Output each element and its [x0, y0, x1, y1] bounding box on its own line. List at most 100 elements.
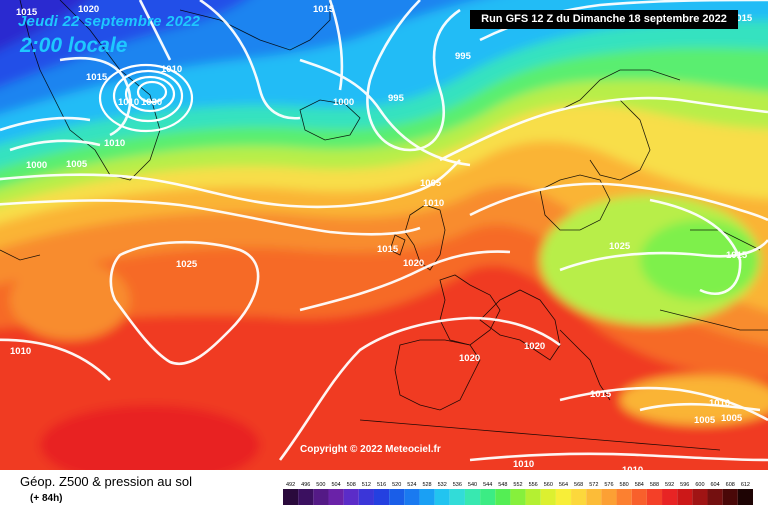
- scale-swatch: [646, 489, 663, 505]
- scale-swatch: [343, 489, 359, 505]
- isobar-label: 1020: [78, 4, 99, 15]
- scale-value-label: 572: [589, 482, 598, 488]
- isobar-label: 1000: [333, 97, 354, 108]
- scale-value-label: 504: [331, 482, 340, 488]
- scale-swatch: [313, 489, 329, 505]
- isobar-label: 1005: [420, 178, 442, 189]
- isobar-label: 1010: [622, 465, 643, 470]
- scale-value-label: 496: [301, 482, 310, 488]
- scale-value-label: 564: [559, 482, 568, 488]
- field-title: Géop. Z500 & pression au sol: [20, 474, 192, 489]
- isobar-label: 1010: [513, 459, 534, 470]
- scale-swatch: [495, 489, 511, 505]
- isobar-label: 1010: [709, 398, 730, 409]
- scale-swatch: [525, 489, 541, 505]
- isobar-label: 1015: [726, 250, 748, 261]
- scale-value-label: 608: [726, 482, 735, 488]
- scale-swatch: [707, 489, 723, 505]
- scale-swatch: [404, 489, 420, 505]
- scale-value-label: 544: [483, 482, 492, 488]
- isobar-label: 1025: [609, 241, 631, 252]
- scale-value-label: 580: [620, 482, 629, 488]
- scale-swatch: [631, 489, 647, 505]
- isobar-label: 995: [455, 51, 472, 62]
- scale-value-label: 540: [468, 482, 477, 488]
- scale-swatch: [434, 489, 450, 505]
- model-run-label: Run GFS 12 Z du Dimanche 18 septembre 20…: [470, 10, 738, 29]
- scale-swatch: [662, 489, 678, 505]
- scale-value-label: 612: [741, 482, 750, 488]
- isobar-label: 1030: [141, 97, 162, 108]
- isobar-label: 1005: [694, 415, 716, 426]
- copyright-notice: Copyright © 2022 Meteociel.fr: [300, 444, 441, 455]
- scale-value-label: 520: [392, 482, 401, 488]
- scale-swatch: [540, 489, 556, 505]
- scale-swatch: [555, 489, 572, 505]
- scale-value-label: 600: [695, 482, 704, 488]
- isobar-label: 1015: [590, 389, 612, 400]
- scale-value-label: 576: [604, 482, 613, 488]
- isobar-label: 1010: [118, 97, 139, 108]
- scale-swatch: [722, 489, 738, 505]
- scale-swatch: [677, 489, 693, 505]
- color-scale: 492 496 500 504 508 512 516 520 524 528 532 536 540 5…: [283, 482, 753, 505]
- scale-value-label: 528: [422, 482, 431, 488]
- isobar-label: 1015: [16, 7, 38, 18]
- scale-swatch: [616, 489, 632, 505]
- scale-swatch: [480, 489, 496, 505]
- scale-value-label: 560: [544, 482, 553, 488]
- forecast-date: Jeudi 22 septembre 2022: [18, 13, 201, 30]
- scale-value-label: 552: [513, 482, 522, 488]
- isobar-label: 1005: [66, 159, 88, 170]
- isobar-label: 1015: [86, 72, 108, 83]
- scale-swatch: [586, 489, 602, 505]
- scale-value-label: 536: [453, 482, 462, 488]
- scale-value-label: 568: [574, 482, 583, 488]
- scale-value-label: 512: [362, 482, 371, 488]
- scale-swatch: [510, 489, 526, 505]
- scale-value-label: 548: [498, 482, 507, 488]
- scale-swatch: [328, 489, 344, 505]
- coastlines: [0, 0, 768, 451]
- scale-swatch: [449, 489, 465, 505]
- scale-swatch: [389, 489, 405, 505]
- isobar-label: 1020: [524, 341, 545, 352]
- isobar-label: 1000: [26, 160, 47, 171]
- scale-swatch: [571, 489, 587, 505]
- isobar-label: 1025: [176, 259, 198, 270]
- scale-swatch: [601, 489, 617, 505]
- scale-value-label: 532: [438, 482, 447, 488]
- scale-swatch: [464, 489, 481, 505]
- isobar-label: 1020: [403, 258, 424, 269]
- isobar-label: 1010: [423, 198, 444, 209]
- scale-value-label: 592: [665, 482, 674, 488]
- isobar-label: 1010: [104, 138, 125, 149]
- isobar-label: 1015: [377, 244, 399, 255]
- scale-swatch: [358, 489, 374, 505]
- scale-value-label: 516: [377, 482, 386, 488]
- isobar-label: 1015: [313, 4, 335, 15]
- scale-value-label: 500: [316, 482, 325, 488]
- scale-swatch: [298, 489, 314, 505]
- isobar-label: 1010: [161, 64, 182, 75]
- scale-value-label: 604: [711, 482, 720, 488]
- isobar-label: 1005: [721, 413, 743, 424]
- scale-swatch: [737, 489, 753, 505]
- forecast-time: 2:00 locale: [20, 34, 128, 57]
- scale-swatch: [419, 489, 435, 505]
- forecast-step: (+ 84h): [30, 493, 63, 504]
- scale-value-label: 584: [635, 482, 644, 488]
- scale-value-label: 556: [529, 482, 538, 488]
- isobar-label: 1010: [10, 346, 31, 357]
- scale-value-label: 508: [347, 482, 356, 488]
- scale-value-label: 524: [407, 482, 416, 488]
- scale-swatch: [692, 489, 708, 505]
- isobar-label: 1020: [459, 353, 480, 364]
- high-pressure-rings: [98, 63, 194, 133]
- scale-swatch: [283, 489, 299, 505]
- isobar-label: 1015: [731, 13, 753, 24]
- scale-value-label: 588: [650, 482, 659, 488]
